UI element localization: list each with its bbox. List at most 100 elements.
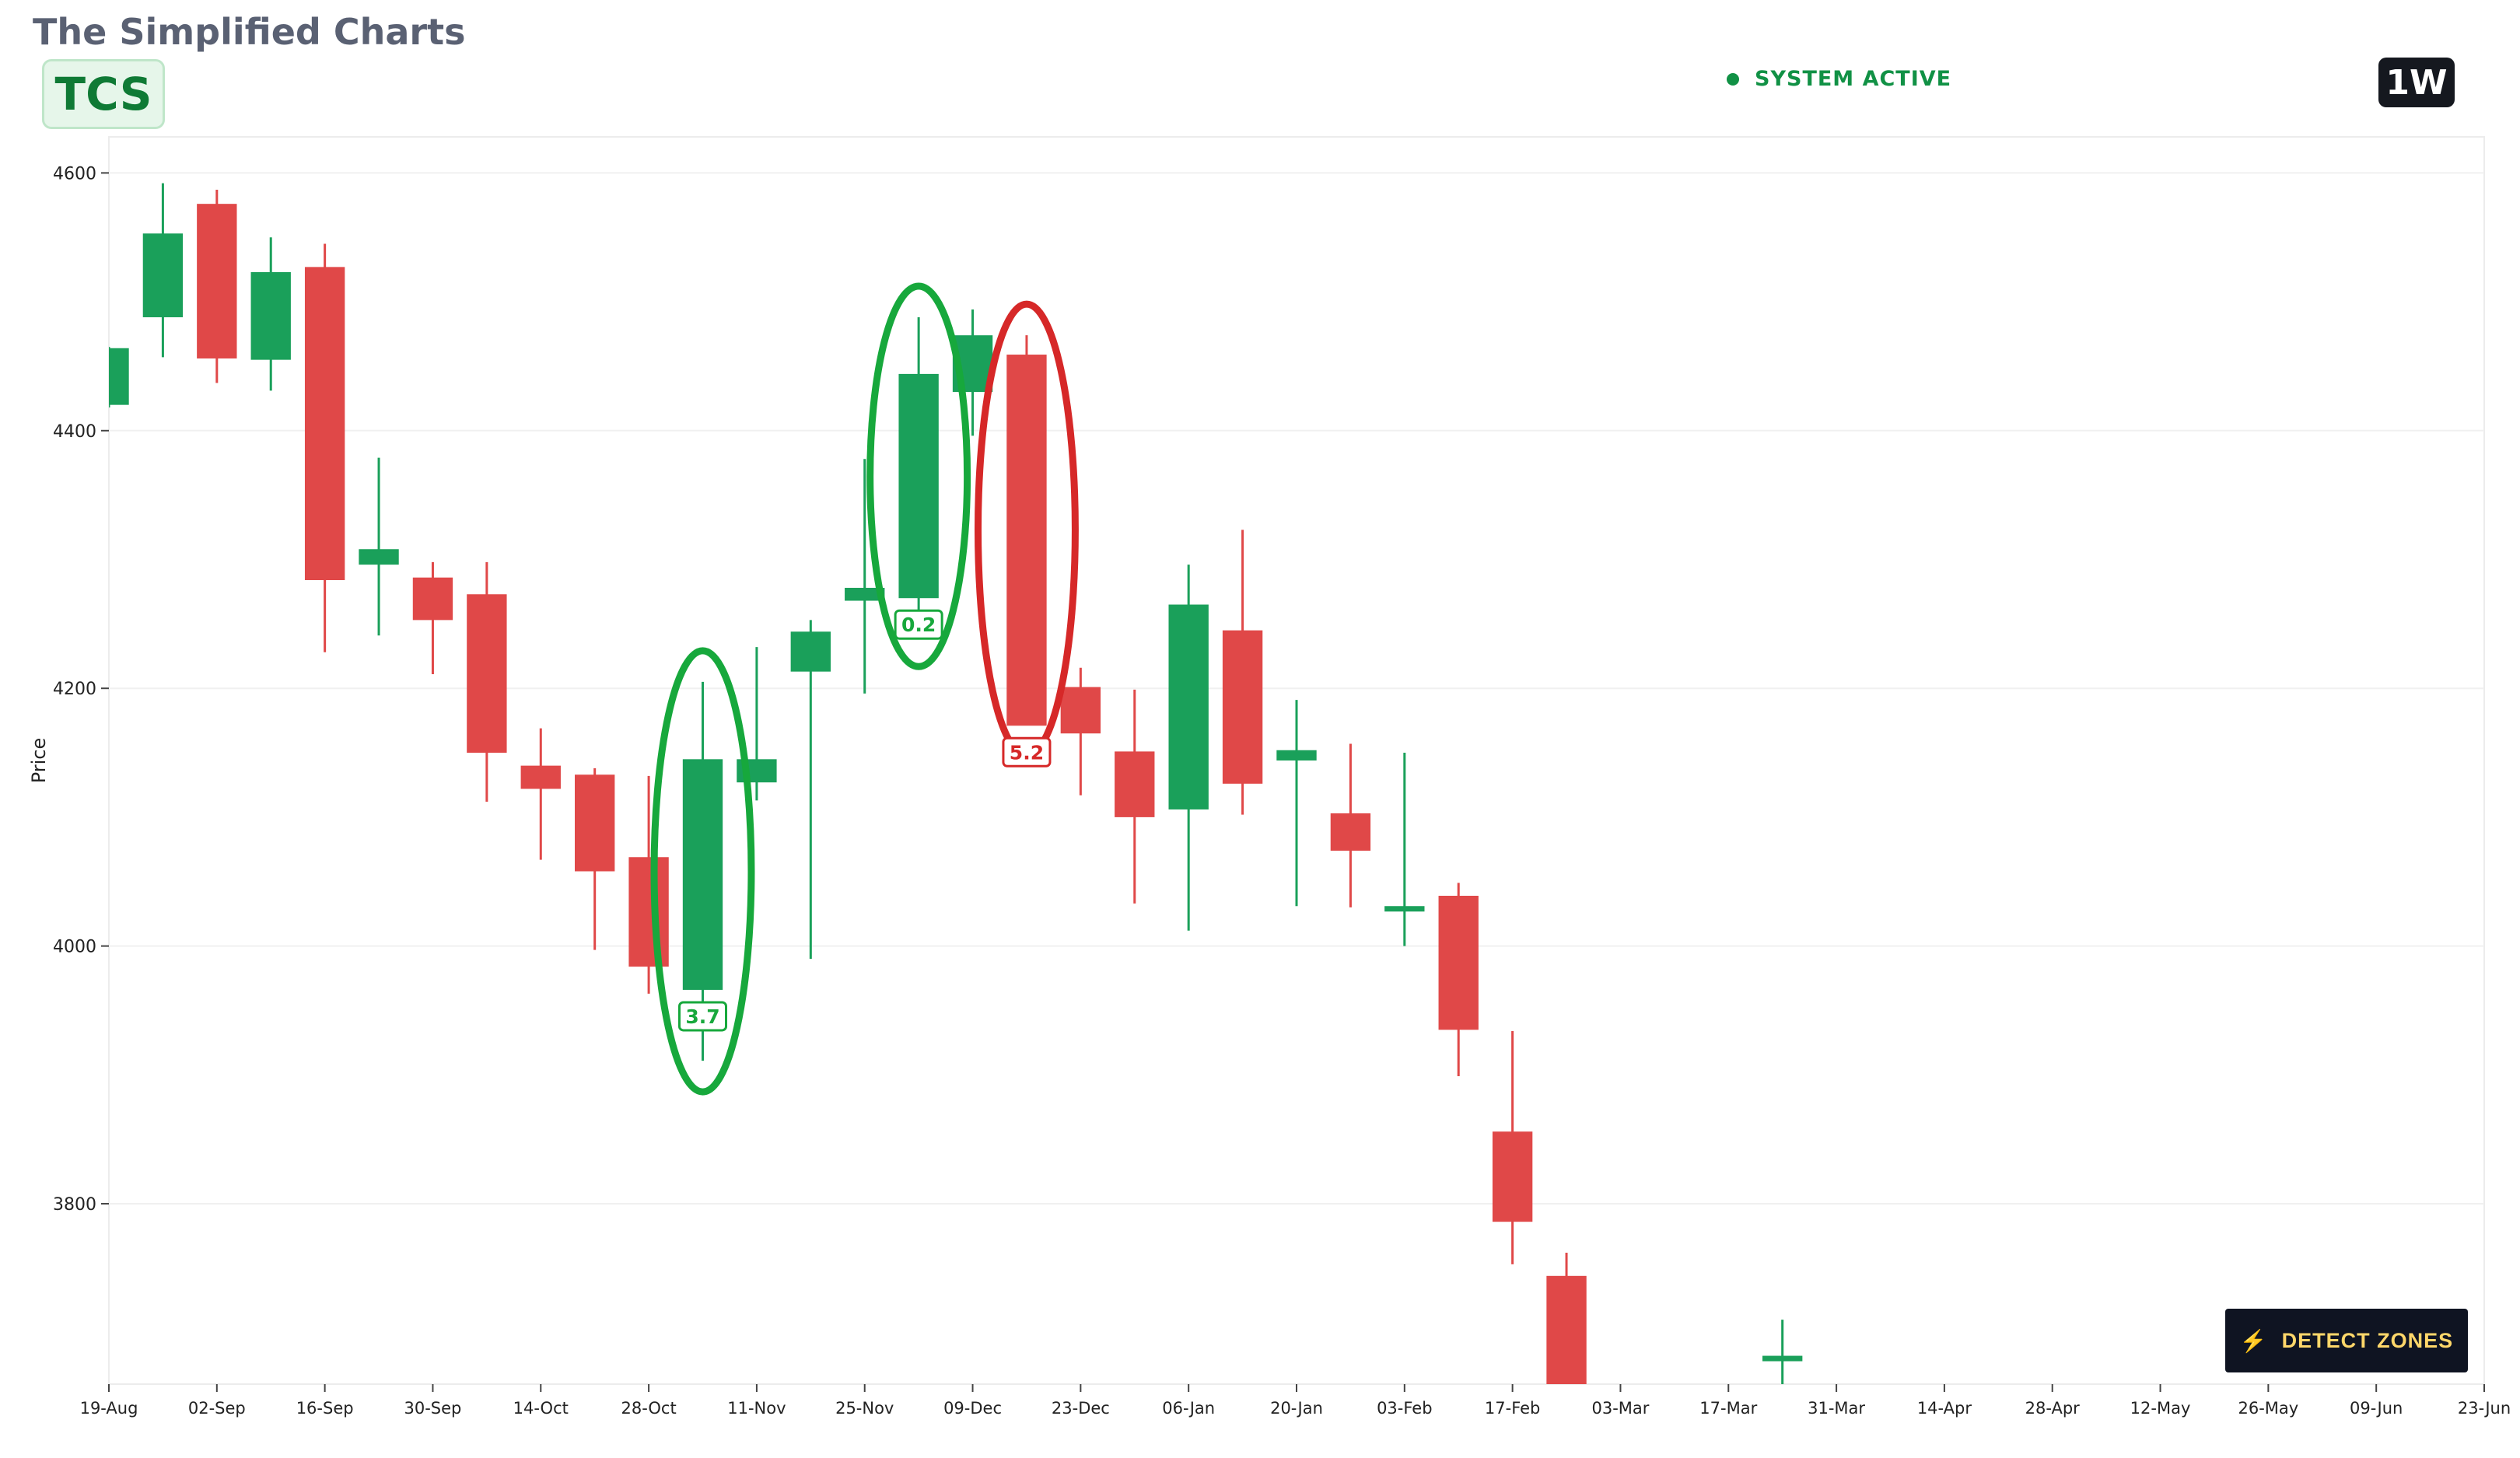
status-dot-icon xyxy=(1727,72,1739,86)
candle-body xyxy=(1762,1355,1803,1362)
candle xyxy=(520,728,561,860)
y-axis-label: Price xyxy=(28,738,50,784)
x-tick-label: 14-Apr xyxy=(1917,1399,1972,1418)
x-tick-label: 31-Mar xyxy=(1808,1399,1865,1418)
detect-zones-label: DETECT ZONES xyxy=(2281,1328,2454,1352)
candle-body xyxy=(1546,1275,1587,1384)
candle-body xyxy=(575,774,615,872)
candle-body xyxy=(1492,1131,1533,1222)
x-tick-label: 28-Apr xyxy=(2025,1399,2081,1418)
y-tick-label: 4200 xyxy=(53,680,96,699)
x-tick-label: 03-Feb xyxy=(1377,1399,1432,1418)
x-tick-label: 12-May xyxy=(2130,1399,2191,1418)
bolt-icon: ⚡ xyxy=(2239,1328,2268,1353)
candle xyxy=(359,457,399,636)
candle-body xyxy=(412,577,453,621)
x-tick-label: 28-Oct xyxy=(621,1399,676,1418)
x-tick-label: 23-Jun xyxy=(2458,1399,2511,1418)
candle-body xyxy=(250,271,291,360)
zone-ellipse xyxy=(866,282,971,670)
x-tick-label: 23-Dec xyxy=(1052,1399,1110,1418)
candle-body xyxy=(898,373,939,599)
candle-body xyxy=(790,631,831,672)
x-tick-label: 30-Sep xyxy=(404,1399,462,1418)
candle-body xyxy=(1438,895,1479,1030)
candle xyxy=(898,316,939,636)
candle-body xyxy=(845,587,885,601)
zone-label: 0.2 xyxy=(901,614,936,636)
x-tick-label: 17-Mar xyxy=(1699,1399,1757,1418)
y-tick-label: 4400 xyxy=(53,422,96,442)
x-tick-label: 16-Sep xyxy=(296,1399,354,1418)
candle xyxy=(412,561,453,674)
candle xyxy=(845,459,885,694)
candle xyxy=(109,347,129,407)
candle-body xyxy=(1168,604,1209,809)
candle xyxy=(197,189,237,383)
candle xyxy=(1546,1252,1587,1384)
y-tick-label: 3800 xyxy=(53,1195,96,1215)
candle-body xyxy=(628,857,669,967)
candles-group xyxy=(109,183,1803,1384)
zone-label: 5.2 xyxy=(1010,741,1044,764)
candle-body xyxy=(1115,751,1155,817)
candle xyxy=(250,237,291,391)
x-tick-label: 25-Nov xyxy=(835,1399,894,1418)
candle xyxy=(1384,753,1425,946)
candle-body xyxy=(359,549,399,565)
candle-body xyxy=(142,233,184,317)
zone-label-box xyxy=(678,1001,727,1032)
candle xyxy=(1060,667,1101,795)
x-tick-label: 19-Aug xyxy=(80,1399,138,1418)
zone-label-box xyxy=(1002,736,1052,767)
candle xyxy=(1222,530,1263,815)
candle-body xyxy=(1060,687,1101,734)
candle xyxy=(1168,565,1209,931)
x-tick-label: 09-Jun xyxy=(2350,1399,2403,1418)
x-tick-label: 17-Feb xyxy=(1485,1399,1540,1418)
x-tick-label: 03-Mar xyxy=(1591,1399,1649,1418)
timeframe-button[interactable]: 1W xyxy=(2378,58,2455,107)
x-tick-label: 06-Jan xyxy=(1162,1399,1215,1418)
zone-label-box xyxy=(894,609,943,640)
candle-body xyxy=(1276,750,1317,760)
status-label: SYSTEM ACTIVE xyxy=(1755,67,1952,91)
candle-body xyxy=(1222,630,1263,784)
y-tick-label: 4000 xyxy=(53,938,96,957)
candle-body xyxy=(109,348,129,405)
candle xyxy=(790,620,831,960)
candle xyxy=(682,681,723,1061)
candle-body xyxy=(520,765,561,789)
detect-zones-button[interactable]: ⚡ DETECT ZONES xyxy=(2225,1309,2468,1372)
candle xyxy=(1006,335,1047,726)
x-tick-label: 14-Oct xyxy=(513,1399,569,1418)
candle-body xyxy=(197,204,237,359)
candle-body xyxy=(1006,355,1047,726)
y-tick-label: 4600 xyxy=(53,164,96,184)
x-tick-label: 02-Sep xyxy=(188,1399,246,1418)
candle xyxy=(575,767,615,950)
candle xyxy=(304,243,345,652)
candle xyxy=(467,561,507,802)
x-tick-label: 20-Jan xyxy=(1270,1399,1323,1418)
candle-body xyxy=(304,267,345,581)
candle-body xyxy=(1330,813,1371,851)
x-tick-label: 11-Nov xyxy=(727,1399,786,1418)
candle-body xyxy=(682,759,723,990)
candle xyxy=(1438,883,1479,1076)
x-tick-label: 09-Dec xyxy=(943,1399,1002,1418)
zone-ellipse xyxy=(650,647,755,1096)
candle xyxy=(737,647,777,801)
zone-label: 3.7 xyxy=(685,1005,719,1028)
x-tick-label: 26-May xyxy=(2238,1399,2299,1418)
ticker-badge: TCS xyxy=(42,59,165,129)
system-status: SYSTEM ACTIVE xyxy=(1727,67,1951,91)
candle xyxy=(1276,700,1317,907)
brand-title: The Simplified Charts xyxy=(33,11,466,53)
candle xyxy=(1115,689,1155,904)
candle xyxy=(628,775,669,994)
candle xyxy=(1330,743,1371,907)
candle xyxy=(1492,1030,1533,1264)
candle xyxy=(1762,1320,1803,1384)
